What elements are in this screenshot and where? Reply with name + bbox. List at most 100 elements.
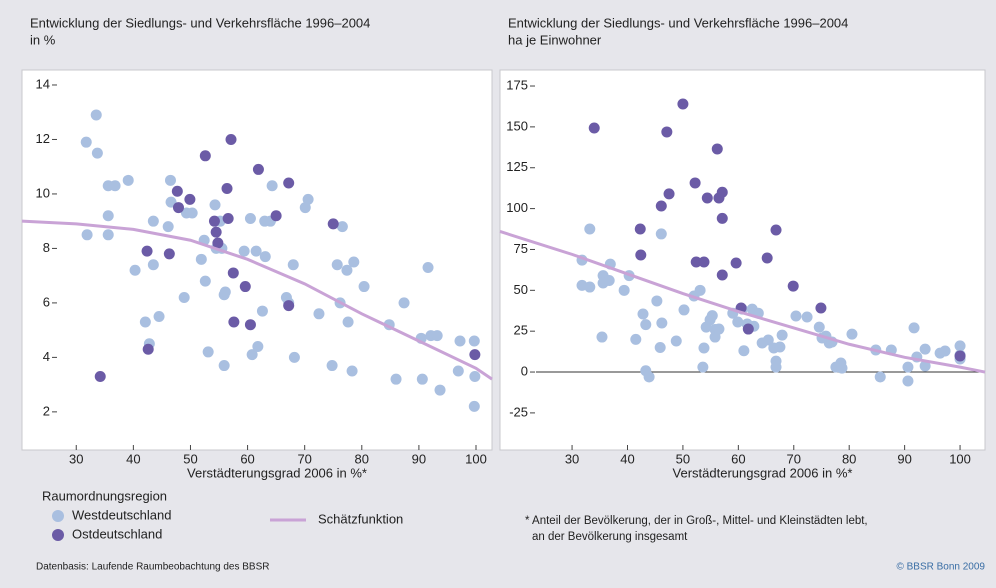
point (643, 371, 655, 383)
x-tick-label: 90 (897, 451, 911, 466)
y-tick-label: 4 (43, 349, 50, 364)
y-tick-label: 175 (506, 77, 528, 92)
x-tick-label: 100 (949, 451, 971, 466)
point (153, 311, 165, 323)
point (326, 360, 338, 372)
point (91, 147, 103, 159)
point (730, 257, 742, 269)
point (815, 302, 827, 314)
point (147, 215, 159, 227)
point (469, 349, 481, 361)
point (651, 295, 663, 307)
legend-swatch (52, 529, 64, 541)
point (225, 133, 237, 145)
legend-label: Schätzfunktion (318, 511, 403, 526)
point (172, 202, 184, 214)
point (141, 245, 153, 257)
point (678, 304, 690, 316)
point (655, 228, 667, 240)
point (199, 275, 211, 287)
point (836, 362, 848, 374)
point (954, 350, 966, 362)
point (634, 223, 646, 235)
point (102, 210, 114, 222)
x-axis-title: Verstädterungsgrad 2006 in %* (187, 465, 367, 480)
point (162, 221, 174, 233)
point (244, 319, 256, 331)
point (670, 335, 682, 347)
legend-swatch (52, 510, 64, 522)
x-tick-label: 30 (565, 451, 579, 466)
point (654, 342, 666, 354)
y-tick-label: 25 (514, 323, 528, 338)
point (919, 343, 931, 355)
point (147, 259, 159, 271)
point (902, 361, 914, 373)
y-tick-label: 8 (43, 240, 50, 255)
point (416, 373, 428, 385)
x-tick-label: 70 (297, 451, 311, 466)
point (468, 335, 480, 347)
point (163, 248, 175, 260)
y-tick-label: 14 (36, 76, 50, 91)
point (244, 212, 256, 224)
fit-line (21, 219, 493, 381)
point (139, 316, 151, 328)
point (635, 249, 647, 261)
point (939, 345, 951, 357)
point (227, 267, 239, 279)
point (342, 316, 354, 328)
legend-label: Ostdeutschland (72, 526, 162, 541)
point (209, 199, 221, 211)
x-tick-label: 80 (842, 451, 856, 466)
point (288, 351, 300, 363)
point (195, 253, 207, 265)
point (588, 122, 600, 134)
y-tick-label: 125 (506, 159, 528, 174)
point (327, 218, 339, 230)
chart-title: Entwicklung der Siedlungs- und Verkehrsf… (30, 15, 370, 30)
point (637, 308, 649, 320)
point (677, 98, 689, 110)
point (908, 322, 920, 334)
point (689, 177, 701, 189)
point (109, 180, 121, 192)
point (259, 251, 271, 263)
point (701, 192, 713, 204)
point (331, 259, 343, 271)
point (222, 212, 234, 224)
point (358, 281, 370, 293)
point (287, 259, 299, 271)
point (94, 370, 106, 382)
point (212, 237, 224, 249)
point (178, 291, 190, 303)
y-tick-label: 50 (514, 282, 528, 297)
y-tick-label: 10 (36, 185, 50, 200)
point (716, 269, 728, 281)
point (770, 361, 782, 373)
point (102, 229, 114, 241)
x-tick-label: 100 (465, 451, 487, 466)
point (313, 308, 325, 320)
point (266, 180, 278, 192)
footnote: * Anteil der Bevölkerung, der in Groß-, … (525, 515, 868, 527)
point (790, 310, 802, 322)
point (738, 345, 750, 357)
point (454, 335, 466, 347)
point (210, 226, 222, 238)
x-tick-label: 50 (676, 451, 690, 466)
x-tick-label: 40 (620, 451, 634, 466)
point (202, 346, 214, 358)
plot-area (21, 69, 493, 451)
point (250, 245, 262, 257)
point (256, 305, 268, 317)
point (81, 229, 93, 241)
point (398, 297, 410, 309)
point (346, 365, 358, 377)
point (694, 284, 706, 296)
point (596, 331, 608, 343)
chart-subtitle: in % (30, 32, 56, 47)
point (390, 373, 402, 385)
point (770, 224, 782, 236)
